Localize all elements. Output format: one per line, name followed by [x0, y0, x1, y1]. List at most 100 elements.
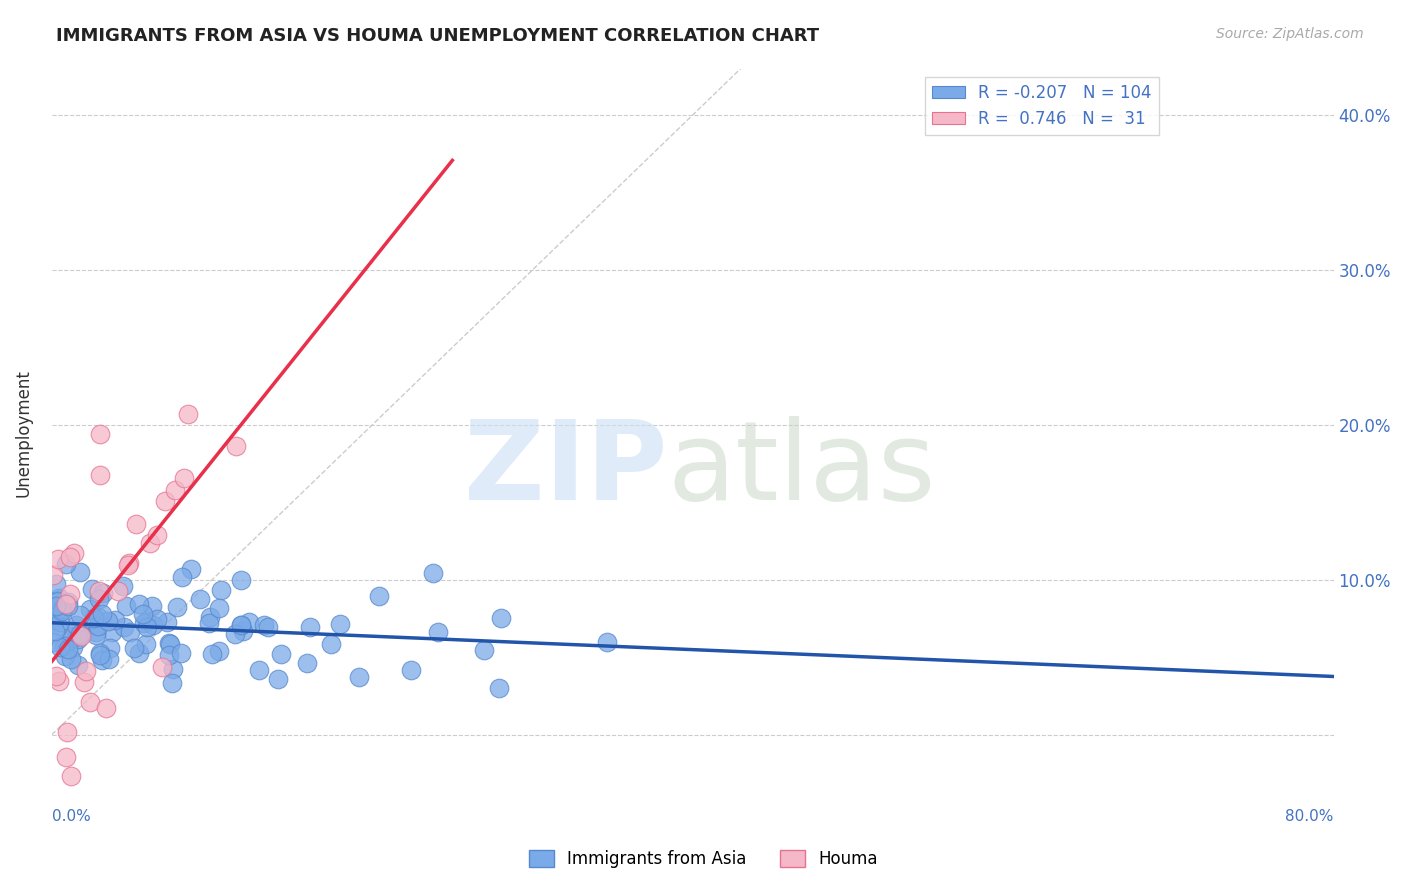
Point	[72, 627, 94, 641]
Point	[157, 636, 180, 650]
Point	[79, 601, 101, 615]
Point	[188, 591, 211, 606]
Point	[156, 615, 179, 629]
Point	[60, 651, 83, 665]
Text: 80.0%: 80.0%	[1285, 809, 1334, 824]
Point	[46, 594, 69, 608]
Point	[42, 635, 65, 649]
Point	[170, 647, 193, 661]
Point	[98, 641, 121, 656]
Point	[238, 615, 260, 629]
Point	[62, 640, 84, 654]
Point	[146, 527, 169, 541]
Text: atlas: atlas	[666, 416, 935, 523]
Point	[48, 673, 70, 688]
Point	[135, 620, 157, 634]
Point	[48, 591, 70, 605]
Point	[180, 562, 202, 576]
Point	[73, 675, 96, 690]
Point	[122, 641, 145, 656]
Point	[115, 599, 138, 613]
Point	[160, 675, 183, 690]
Point	[112, 579, 135, 593]
Point	[56, 725, 79, 739]
Point	[55, 750, 77, 764]
Point	[46, 551, 69, 566]
Text: 0.0%: 0.0%	[52, 809, 90, 824]
Point	[75, 665, 97, 679]
Point	[69, 565, 91, 579]
Point	[45, 599, 67, 613]
Point	[295, 656, 318, 670]
Point	[112, 619, 135, 633]
Point	[198, 609, 221, 624]
Point	[87, 619, 110, 633]
Point	[209, 583, 232, 598]
Point	[83, 611, 105, 625]
Point	[49, 640, 72, 654]
Point	[49, 615, 72, 629]
Point	[162, 662, 184, 676]
Point	[91, 653, 114, 667]
Point	[298, 619, 321, 633]
Point	[208, 601, 231, 615]
Point	[79, 695, 101, 709]
Point	[270, 647, 292, 661]
Point	[139, 536, 162, 550]
Point	[208, 644, 231, 658]
Point	[349, 670, 371, 684]
Point	[58, 595, 80, 609]
Point	[97, 652, 120, 666]
Point	[66, 628, 89, 642]
Point	[51, 602, 73, 616]
Point	[60, 629, 83, 643]
Point	[44, 614, 66, 628]
Point	[329, 617, 352, 632]
Point	[107, 583, 129, 598]
Point	[42, 567, 65, 582]
Point	[55, 597, 77, 611]
Point	[231, 618, 253, 632]
Y-axis label: Unemployment: Unemployment	[15, 368, 32, 497]
Point	[118, 624, 141, 639]
Point	[97, 614, 120, 628]
Point	[58, 549, 80, 564]
Point	[117, 558, 139, 572]
Point	[229, 617, 252, 632]
Point	[69, 607, 91, 622]
Point	[89, 584, 111, 599]
Point	[51, 603, 73, 617]
Point	[401, 663, 423, 677]
Point	[177, 407, 200, 421]
Point	[163, 483, 186, 497]
Point	[69, 626, 91, 640]
Point	[146, 612, 169, 626]
Text: ZIP: ZIP	[464, 416, 666, 523]
Point	[101, 625, 124, 640]
Point	[252, 618, 274, 632]
Point	[201, 647, 224, 661]
Point	[321, 637, 343, 651]
Point	[128, 598, 150, 612]
Point	[367, 589, 389, 603]
Point	[91, 586, 114, 600]
Point	[229, 574, 252, 588]
Point	[89, 426, 111, 441]
Point	[422, 566, 444, 580]
Text: Source: ZipAtlas.com: Source: ZipAtlas.com	[1216, 27, 1364, 41]
Point	[55, 558, 77, 572]
Legend: Immigrants from Asia, Houma: Immigrants from Asia, Houma	[522, 843, 884, 875]
Point	[134, 615, 156, 630]
Point	[159, 637, 181, 651]
Point	[249, 663, 271, 677]
Point	[66, 632, 89, 646]
Point	[84, 624, 107, 639]
Point	[45, 669, 67, 683]
Point	[472, 642, 495, 657]
Point	[173, 471, 195, 485]
Point	[65, 618, 87, 632]
Point	[257, 620, 280, 634]
Point	[52, 639, 75, 653]
Point	[128, 646, 150, 660]
Point	[170, 569, 193, 583]
